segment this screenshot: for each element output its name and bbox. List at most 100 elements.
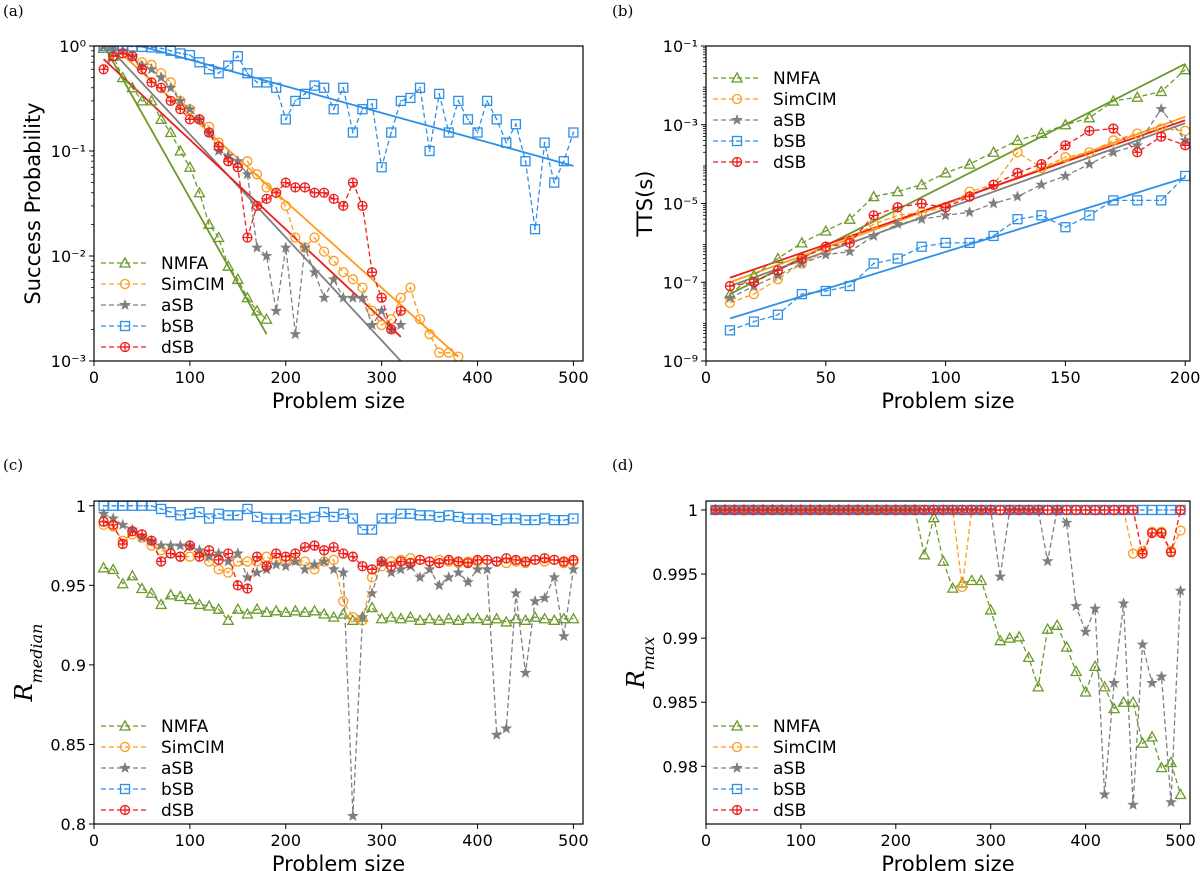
y-tick-label: 10⁻² xyxy=(51,247,86,266)
fit-line-NMFA xyxy=(103,46,268,335)
legend-marker xyxy=(119,804,131,816)
data-point-bSB xyxy=(434,511,445,523)
legend-item-dSB: dSB xyxy=(713,153,806,173)
legend-item-SimCIM: SimCIM xyxy=(101,275,225,295)
data-point-dSB xyxy=(900,504,911,516)
legend-item-SimCIM: SimCIM xyxy=(101,738,225,758)
data-point-bSB xyxy=(529,514,541,526)
data-point-dSB xyxy=(729,504,740,516)
data-point-dSB xyxy=(844,237,855,249)
data-point-aSB xyxy=(356,291,369,303)
data-point-bSB xyxy=(328,104,339,115)
legend-label: dSB xyxy=(161,338,194,358)
data-point-dSB xyxy=(127,526,138,537)
data-point-NMFA xyxy=(1155,85,1168,97)
data-point-NMFA xyxy=(174,590,187,602)
data-point-aSB xyxy=(251,241,263,253)
data-point-dSB xyxy=(988,179,999,190)
data-point-aSB xyxy=(548,571,561,583)
y-tick-label: 10⁻⁷ xyxy=(663,273,698,292)
legend-item-bSB: bSB xyxy=(713,132,806,152)
data-point-dSB xyxy=(155,556,167,567)
data-point-bSB xyxy=(568,127,579,138)
data-point-aSB xyxy=(1070,599,1082,612)
fit-line-dSB xyxy=(729,119,1186,279)
series-line-NMFA xyxy=(729,69,1186,295)
data-point-dSB xyxy=(947,504,958,516)
data-point-bSB xyxy=(232,51,243,62)
data-point-NMFA xyxy=(260,312,273,324)
data-point-NMFA xyxy=(915,178,928,190)
legend-label: SimCIM xyxy=(161,275,225,295)
data-point-dSB xyxy=(1080,504,1091,516)
data-point-NMFA xyxy=(843,212,856,224)
data-point-aSB xyxy=(414,571,426,583)
data-point-aSB xyxy=(337,566,350,578)
data-point-bSB xyxy=(184,49,196,61)
series-line-SimCIM xyxy=(103,46,459,358)
data-point-aSB xyxy=(567,563,580,575)
legend-marker xyxy=(118,719,132,731)
legend-item-aSB: aSB xyxy=(101,759,194,779)
data-point-dSB xyxy=(203,545,215,556)
data-point-bSB xyxy=(724,325,736,336)
data-point-NMFA xyxy=(222,259,235,271)
data-point-SimCIM xyxy=(414,314,426,325)
data-point-NMFA xyxy=(241,291,254,303)
data-point-aSB xyxy=(1089,602,1102,614)
data-point-dSB xyxy=(108,519,119,531)
data-point-dSB xyxy=(868,210,879,221)
data-point-bSB xyxy=(844,280,855,292)
data-point-NMFA xyxy=(994,634,1007,646)
y-axis-label-main: R xyxy=(622,670,650,689)
data-point-NMFA xyxy=(795,236,808,248)
data-point-dSB xyxy=(155,82,167,93)
axes-frame xyxy=(93,45,584,362)
data-point-dSB xyxy=(117,538,128,550)
data-point-bSB xyxy=(155,503,167,515)
series-NMFA xyxy=(97,561,580,627)
data-point-NMFA xyxy=(1098,680,1111,692)
data-point-SimCIM xyxy=(223,567,234,578)
x-tick-label: 400 xyxy=(1070,831,1101,850)
data-point-aSB xyxy=(867,229,880,241)
data-point-SimCIM xyxy=(957,581,968,593)
x-tick-label: 0 xyxy=(89,368,99,387)
data-point-NMFA xyxy=(1107,702,1121,714)
y-tick-label: 10⁻¹ xyxy=(51,142,86,161)
data-point-aSB xyxy=(308,558,321,570)
data-point-dSB xyxy=(529,554,541,566)
data-point-NMFA xyxy=(385,610,398,622)
data-point-bSB xyxy=(916,241,927,252)
y-tick-label: 10⁻⁵ xyxy=(663,195,698,214)
data-point-NMFA xyxy=(1117,695,1130,707)
data-point-NMFA xyxy=(1013,630,1026,642)
legend-label: NMFA xyxy=(161,254,209,274)
legend-label: aSB xyxy=(161,296,194,316)
data-point-dSB xyxy=(108,51,119,62)
data-point-bSB xyxy=(395,95,406,107)
data-point-bSB xyxy=(366,524,378,535)
legend-item-bSB: bSB xyxy=(101,780,194,800)
panel-letter: (c) xyxy=(3,456,23,474)
data-point-SimCIM xyxy=(376,319,387,331)
data-point-NMFA xyxy=(1003,631,1016,643)
data-point-aSB xyxy=(843,245,856,257)
data-point-dSB xyxy=(117,48,128,59)
data-point-bSB xyxy=(251,511,263,523)
legend-label: bSB xyxy=(161,317,194,337)
legend-marker xyxy=(731,741,743,753)
data-point-dSB xyxy=(338,548,349,559)
data-point-dSB xyxy=(1012,167,1023,179)
data-point-dSB xyxy=(738,504,750,516)
data-point-aSB xyxy=(145,63,158,75)
data-point-bSB xyxy=(376,162,387,173)
data-point-aSB xyxy=(1174,584,1187,596)
data-point-NMFA xyxy=(1107,94,1120,106)
legend-marker xyxy=(119,741,131,753)
data-point-bSB xyxy=(820,285,831,297)
data-point-aSB xyxy=(251,566,263,578)
data-point-dSB xyxy=(719,504,731,516)
data-point-aSB xyxy=(327,563,340,575)
